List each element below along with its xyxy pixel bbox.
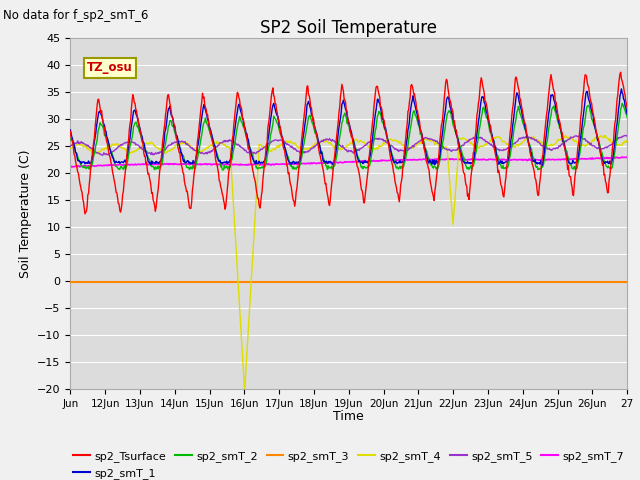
Text: TZ_osu: TZ_osu	[87, 61, 133, 74]
X-axis label: Time: Time	[333, 410, 364, 423]
Y-axis label: Soil Temperature (C): Soil Temperature (C)	[19, 149, 31, 278]
Title: SP2 Soil Temperature: SP2 Soil Temperature	[260, 19, 437, 37]
Text: No data for f_sp2_smT_6: No data for f_sp2_smT_6	[3, 9, 148, 22]
Legend: sp2_Tsurface, sp2_smT_1, sp2_smT_2, sp2_smT_3, sp2_smT_4, sp2_smT_5, sp2_smT_7: sp2_Tsurface, sp2_smT_1, sp2_smT_2, sp2_…	[69, 447, 628, 480]
